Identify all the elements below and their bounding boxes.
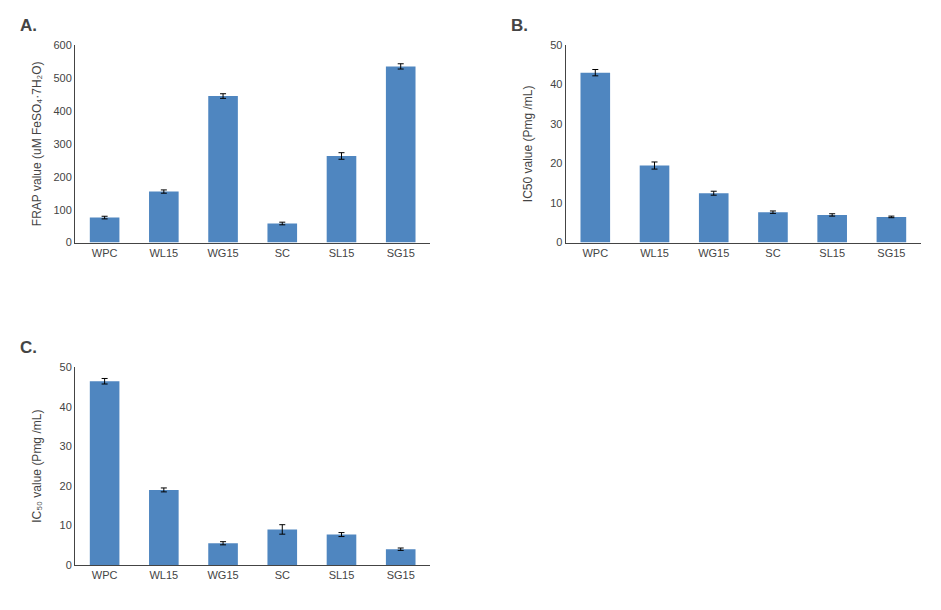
svg-text:600: 600	[53, 39, 71, 51]
svg-text:20: 20	[60, 480, 72, 492]
svg-text:WPC: WPC	[92, 569, 118, 581]
svg-text:WL15: WL15	[149, 569, 178, 581]
svg-text:10: 10	[60, 519, 72, 531]
svg-text:WL15: WL15	[640, 247, 669, 259]
svg-text:50: 50	[60, 361, 72, 373]
svg-text:400: 400	[53, 105, 71, 117]
svg-text:50: 50	[550, 39, 562, 51]
svg-text:300: 300	[53, 138, 71, 150]
svg-text:SL15: SL15	[329, 569, 355, 581]
svg-text:40: 40	[60, 401, 72, 413]
svg-text:500: 500	[53, 72, 71, 84]
svg-text:B.: B.	[511, 16, 528, 35]
svg-text:SL15: SL15	[819, 247, 845, 259]
svg-text:IC50 value (Pmg /mL): IC50 value (Pmg /mL)	[521, 85, 535, 202]
svg-text:SG15: SG15	[877, 247, 905, 259]
svg-text:20: 20	[550, 157, 562, 169]
svg-text:100: 100	[53, 204, 71, 216]
svg-text:40: 40	[550, 78, 562, 90]
svg-text:IC₅₀ value (Pmg /mL): IC₅₀ value (Pmg /mL)	[30, 410, 44, 523]
svg-text:0: 0	[66, 236, 72, 248]
svg-text:200: 200	[53, 171, 71, 183]
svg-text:0: 0	[556, 236, 562, 248]
svg-text:WG15: WG15	[207, 247, 238, 259]
svg-text:C.: C.	[20, 338, 37, 357]
svg-text:WL15: WL15	[149, 247, 178, 259]
svg-text:FRAP value (uM FeSO₄·7H₂O): FRAP value (uM FeSO₄·7H₂O)	[30, 61, 44, 226]
svg-text:30: 30	[60, 440, 72, 452]
svg-text:0: 0	[66, 559, 72, 571]
svg-text:SG15: SG15	[387, 569, 415, 581]
svg-text:SL15: SL15	[329, 247, 355, 259]
svg-text:SC: SC	[275, 247, 290, 259]
svg-text:SC: SC	[275, 569, 290, 581]
svg-text:30: 30	[550, 118, 562, 130]
svg-text:SC: SC	[765, 247, 780, 259]
svg-text:SG15: SG15	[387, 247, 415, 259]
svg-text:WG15: WG15	[698, 247, 729, 259]
svg-text:A.: A.	[20, 16, 37, 35]
svg-text:10: 10	[550, 197, 562, 209]
svg-text:WG15: WG15	[207, 569, 238, 581]
svg-text:WPC: WPC	[92, 247, 118, 259]
svg-text:WPC: WPC	[582, 247, 608, 259]
